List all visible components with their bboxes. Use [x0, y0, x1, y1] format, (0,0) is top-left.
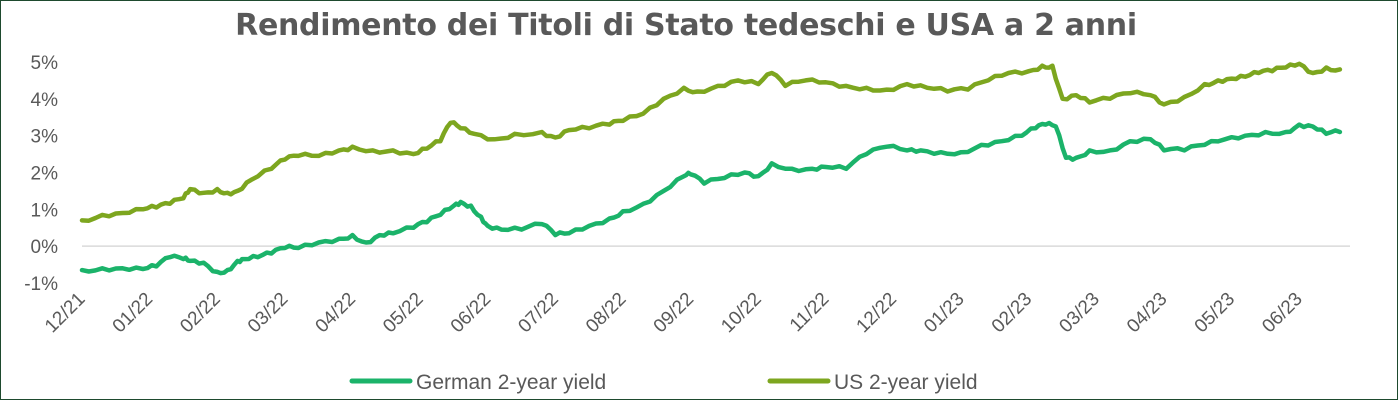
- us-yield-line: [79, 61, 1343, 223]
- y-tick-label: 3%: [31, 127, 59, 148]
- x-tick-label: 05/22: [379, 289, 427, 337]
- y-tick-label: 5%: [31, 53, 59, 74]
- chart-title: Rendimento dei Titoli di Stato tedeschi …: [235, 8, 1137, 43]
- y-tick-label: 0%: [31, 237, 59, 258]
- x-axis: 12/21 01/22 02/22 03/22 04/22 05/22 06/22 07/22…: [41, 289, 1307, 337]
- x-tick-label: 05/23: [1191, 289, 1239, 337]
- legend-item: US 2-year yield: [767, 371, 978, 394]
- y-tick-label: 2%: [31, 164, 59, 185]
- x-tick-label: 03/23: [1055, 289, 1103, 337]
- x-tick-label: 08/22: [582, 289, 630, 337]
- x-tick-label: 10/22: [717, 289, 765, 337]
- legend: German 2-year yield US 2-year yield: [349, 371, 978, 394]
- x-tick-label: 11/22: [786, 289, 833, 336]
- series-layer: [79, 61, 1343, 276]
- y-tick-label: -1%: [24, 274, 58, 295]
- y-tick-label: 1%: [31, 200, 59, 221]
- x-tick-label: 12/22: [853, 289, 901, 337]
- x-tick-label: 12/21: [41, 289, 89, 337]
- legend-item: German 2-year yield: [349, 371, 606, 394]
- x-tick-label: 06/22: [447, 289, 495, 337]
- x-tick-label: 02/22: [176, 289, 224, 337]
- german-yield-line: [79, 120, 1343, 276]
- x-tick-label: 01/23: [920, 289, 968, 337]
- x-tick-label: 01/22: [109, 289, 157, 337]
- x-tick-label: 07/22: [514, 289, 562, 337]
- legend-label: German 2-year yield: [416, 371, 606, 394]
- x-tick-label: 04/22: [312, 289, 360, 337]
- y-axis: -1% 0% 1% 2% 3% 4% 5%: [24, 53, 1350, 295]
- x-tick-label: 06/23: [1258, 289, 1306, 337]
- x-tick-label: 03/22: [244, 289, 292, 337]
- x-tick-label: 04/23: [1123, 289, 1171, 337]
- x-tick-label: 02/23: [988, 289, 1036, 337]
- x-tick-label: 09/22: [650, 289, 698, 337]
- legend-label: US 2-year yield: [834, 371, 978, 394]
- y-tick-label: 4%: [31, 90, 59, 111]
